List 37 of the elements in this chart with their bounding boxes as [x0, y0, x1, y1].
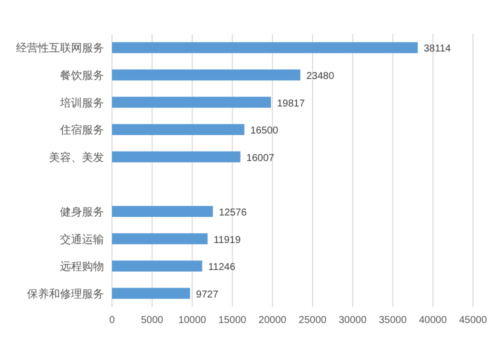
x-tick-label: 40000: [418, 315, 448, 326]
data-label: 19817: [276, 98, 306, 110]
data-label: 11919: [214, 234, 242, 246]
bar: [112, 151, 240, 162]
data-label: 16007: [246, 152, 275, 164]
data-label: 16500: [250, 126, 279, 137]
y-tick-label: 美容、美发: [49, 150, 104, 164]
data-label: 11246: [208, 262, 236, 274]
y-tick-label: 健身服务: [60, 206, 104, 218]
bar: [112, 42, 418, 54]
data-label: 9727: [196, 289, 219, 300]
data-label: 23480: [306, 70, 335, 82]
x-tick-label: 20000: [258, 315, 287, 326]
x-tick-label: 10000: [178, 315, 207, 326]
y-tick-label: 住宿服务: [60, 124, 104, 137]
x-tick-label: 45000: [459, 315, 488, 326]
bar: [112, 206, 213, 217]
y-tick-label: 远程购物: [60, 261, 104, 274]
bar: [112, 288, 190, 299]
x-tick-label: 0: [109, 315, 116, 326]
x-tick-label: 5000: [140, 315, 164, 326]
y-tick-label: 保养和修理服务: [27, 287, 104, 300]
x-tick-label: 35000: [378, 315, 408, 326]
bar: [112, 233, 208, 244]
bar: [112, 96, 271, 108]
data-label: 38114: [424, 44, 452, 55]
bar: [112, 69, 300, 80]
x-tick-label: 25000: [298, 315, 327, 326]
bar: [112, 260, 202, 272]
data-label: 12576: [218, 207, 248, 218]
x-tick-label: 15000: [218, 315, 247, 326]
bar: [112, 124, 244, 136]
x-tick-label: 30000: [338, 315, 368, 326]
y-tick-label: 交通运输: [60, 232, 104, 246]
y-tick-label: 餐饮服务: [60, 70, 104, 82]
y-tick-label: 培训服务: [59, 96, 104, 110]
y-tick-label: 经营性互联网服务: [16, 42, 104, 55]
